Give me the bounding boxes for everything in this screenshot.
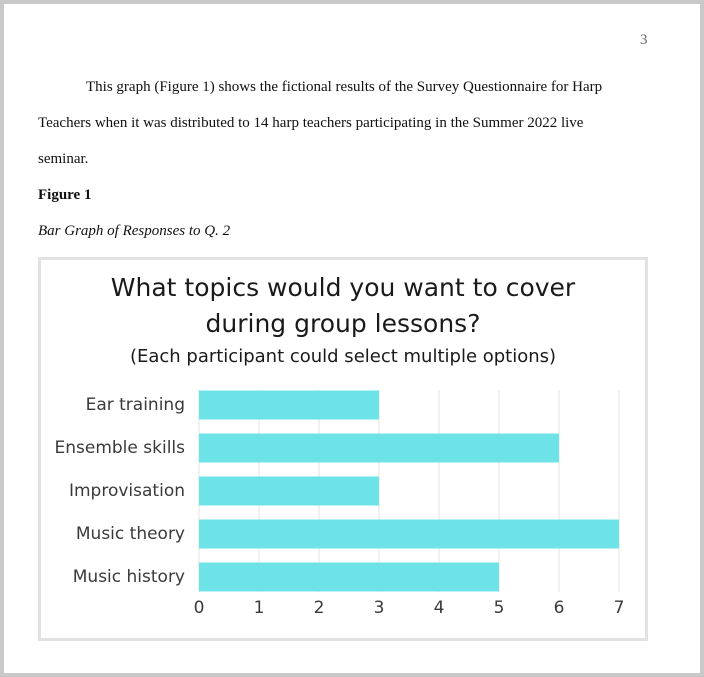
- chart-title: What topics would you want to cover duri…: [110, 273, 576, 338]
- paragraph-line: Teachers when it was distributed to 14 h…: [38, 115, 584, 131]
- x-tick-label: 3: [374, 598, 385, 618]
- bar: [199, 476, 379, 506]
- paragraph-line: This graph (Figure 1) shows the fictiona…: [86, 79, 603, 95]
- bar: [199, 433, 559, 463]
- x-tick-label: 5: [494, 598, 505, 618]
- bar: [199, 519, 619, 549]
- x-tick-label: 7: [614, 598, 625, 618]
- x-tick-label: 4: [434, 598, 445, 618]
- figure-caption: Bar Graph of Responses to Q. 2: [38, 223, 231, 239]
- x-tick-label: 2: [314, 598, 325, 618]
- paragraph-line: seminar.: [38, 151, 89, 167]
- chart-subtitle: (Each participant could select multiple …: [129, 346, 557, 367]
- y-tick-label: Improvisation: [69, 481, 185, 501]
- x-tick-label: 0: [194, 598, 205, 618]
- chart: 0 1 2 3 4 5 6 7 Ear training Ensemble skills Impro…: [38, 257, 648, 641]
- y-tick-label: Music history: [73, 567, 185, 587]
- y-tick-label: Ensemble skills: [55, 438, 186, 458]
- y-tick-label: Music theory: [76, 524, 185, 544]
- page-number: 3: [640, 32, 648, 48]
- figure-label: Figure 1: [38, 187, 92, 203]
- chart-title-block: What topics would you want to cover duri…: [38, 257, 648, 372]
- x-tick-label: 1: [254, 598, 265, 618]
- y-tick-label: Ear training: [86, 395, 185, 415]
- bar: [199, 562, 499, 592]
- x-tick-label: 6: [554, 598, 565, 618]
- bar: [199, 390, 379, 420]
